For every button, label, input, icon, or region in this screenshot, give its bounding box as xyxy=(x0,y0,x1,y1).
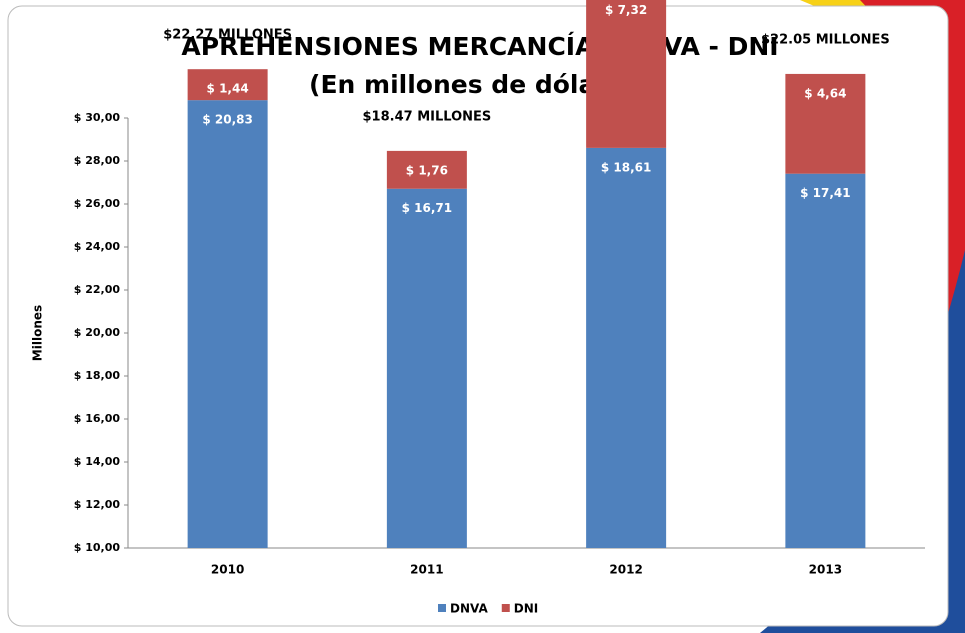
legend-swatch xyxy=(438,604,446,612)
y-tick-label: $ 18,00 xyxy=(74,369,121,382)
data-label: $ 1,44 xyxy=(207,82,249,96)
total-label: $22.05 MILLONES xyxy=(761,32,890,47)
bar-segment xyxy=(586,148,666,548)
y-axis-label: Millones xyxy=(31,305,45,361)
x-tick-label: 2011 xyxy=(410,563,443,577)
data-label: $ 7,32 xyxy=(605,3,647,17)
bar-segment xyxy=(387,189,467,548)
data-label: $ 18,61 xyxy=(601,160,651,174)
bar-segment xyxy=(188,100,268,548)
legend-label: DNVA xyxy=(450,602,488,616)
total-label: $22.27 MILLONES xyxy=(163,28,292,43)
y-tick-label: $ 24,00 xyxy=(74,240,121,253)
y-tick-label: $ 20,00 xyxy=(74,326,121,339)
y-tick-label: $ 16,00 xyxy=(74,412,121,425)
y-tick-label: $ 28,00 xyxy=(74,154,121,167)
y-tick-label: $ 30,00 xyxy=(74,111,121,124)
x-tick-label: 2012 xyxy=(609,563,642,577)
total-label: $18.47 MILLONES xyxy=(363,109,492,124)
legend-label: DNI xyxy=(514,602,538,616)
y-tick-label: $ 26,00 xyxy=(74,197,121,210)
x-tick-label: 2013 xyxy=(809,563,842,577)
data-label: $ 4,64 xyxy=(804,86,846,100)
y-tick-label: $ 14,00 xyxy=(74,455,121,468)
data-label: $ 20,83 xyxy=(202,113,252,127)
bar-segment xyxy=(586,0,666,148)
legend-swatch xyxy=(502,604,510,612)
data-label: $ 1,76 xyxy=(406,163,448,177)
chart: APREHENSIONES MERCANCÍAS DNVA - DNI (En … xyxy=(0,0,965,633)
y-tick-label: $ 10,00 xyxy=(74,541,121,554)
data-label: $ 17,41 xyxy=(800,186,850,200)
y-tick-label: $ 22,00 xyxy=(74,283,121,296)
data-label: $ 16,71 xyxy=(402,201,452,215)
bar-segment xyxy=(785,174,865,548)
y-tick-label: $ 12,00 xyxy=(74,498,121,511)
x-tick-label: 2010 xyxy=(211,563,244,577)
